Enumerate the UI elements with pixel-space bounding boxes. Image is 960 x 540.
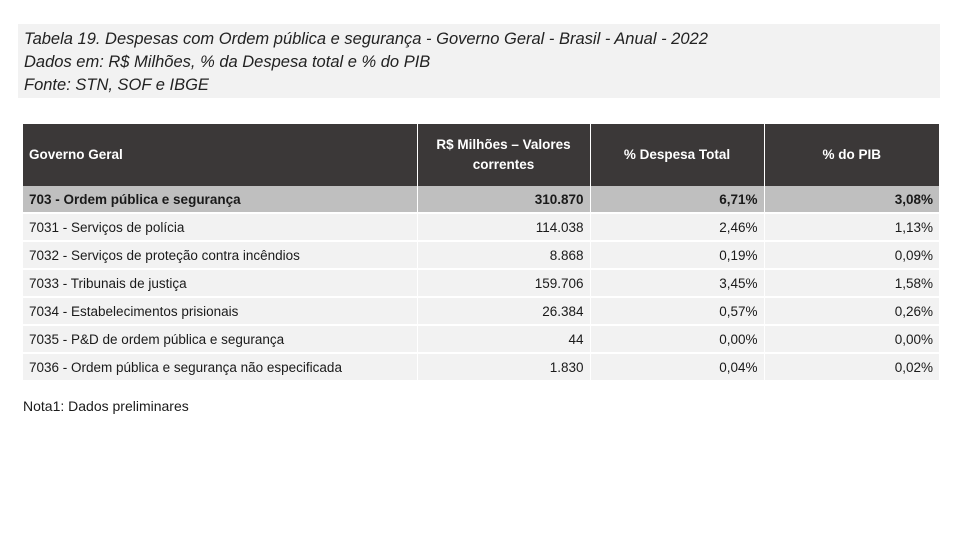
table-row: 7031 - Serviços de polícia 114.038 2,46%… <box>23 213 939 242</box>
cell-pct-pib: 0,02% <box>764 353 939 382</box>
table-row: 7036 - Ordem pública e segurança não esp… <box>23 353 939 382</box>
cell-value: 114.038 <box>417 213 591 242</box>
cell-pct-pib: 0,00% <box>764 325 939 354</box>
cell-pct-despesa: 2,46% <box>590 213 765 242</box>
cell-pct-despesa: 0,00% <box>590 325 765 354</box>
cell-value: 44 <box>417 325 591 354</box>
cell-pct-despesa: 3,45% <box>590 269 765 298</box>
cell-pct-pib: 1,58% <box>764 269 939 298</box>
cell-pct-despesa: 0,57% <box>590 297 765 326</box>
table-caption: Tabela 19. Despesas com Ordem pública e … <box>18 24 940 98</box>
table-header-row: Governo Geral R$ Milhões – Valores corre… <box>23 124 939 186</box>
table-row: 7032 - Serviços de proteção contra incên… <box>23 241 939 270</box>
cell-value: 8.868 <box>417 241 591 270</box>
table-row: 7035 - P&D de ordem pública e segurança … <box>23 325 939 354</box>
cell-category: 7033 - Tribunais de justiça <box>23 269 418 298</box>
header-valores-correntes: R$ Milhões – Valores correntes <box>417 124 591 186</box>
header-despesa-total: % Despesa Total <box>590 124 765 186</box>
cell-value: 310.870 <box>417 186 591 214</box>
cell-category: 7031 - Serviços de polícia <box>23 213 418 242</box>
cell-pct-pib: 0,09% <box>764 241 939 270</box>
table-row: 7033 - Tribunais de justiça 159.706 3,45… <box>23 269 939 298</box>
cell-value: 26.384 <box>417 297 591 326</box>
cell-value: 1.830 <box>417 353 591 382</box>
caption-title: Tabela 19. Despesas com Ordem pública e … <box>24 30 708 48</box>
table-row-total: 703 - Ordem pública e segurança 310.870 … <box>23 186 939 214</box>
cell-pct-despesa: 0,19% <box>590 241 765 270</box>
footnote: Nota1: Dados preliminares <box>23 398 189 414</box>
cell-category: 703 - Ordem pública e segurança <box>23 186 418 214</box>
cell-pct-pib: 1,13% <box>764 213 939 242</box>
expenses-table-container: Governo Geral R$ Milhões – Valores corre… <box>23 124 939 382</box>
table-row: 7034 - Estabelecimentos prisionais 26.38… <box>23 297 939 326</box>
cell-pct-pib: 0,26% <box>764 297 939 326</box>
caption-source: Fonte: STN, SOF e IBGE <box>24 76 209 94</box>
cell-category: 7035 - P&D de ordem pública e segurança <box>23 325 418 354</box>
cell-pct-despesa: 6,71% <box>590 186 765 214</box>
header-pib: % do PIB <box>764 124 939 186</box>
cell-category: 7032 - Serviços de proteção contra incên… <box>23 241 418 270</box>
cell-pct-pib: 3,08% <box>764 186 939 214</box>
cell-category: 7034 - Estabelecimentos prisionais <box>23 297 418 326</box>
header-governo-geral: Governo Geral <box>23 124 418 186</box>
cell-value: 159.706 <box>417 269 591 298</box>
cell-category: 7036 - Ordem pública e segurança não esp… <box>23 353 418 382</box>
expenses-table: Governo Geral R$ Milhões – Valores corre… <box>23 124 939 382</box>
caption-units: Dados em: R$ Milhões, % da Despesa total… <box>24 53 431 71</box>
cell-pct-despesa: 0,04% <box>590 353 765 382</box>
